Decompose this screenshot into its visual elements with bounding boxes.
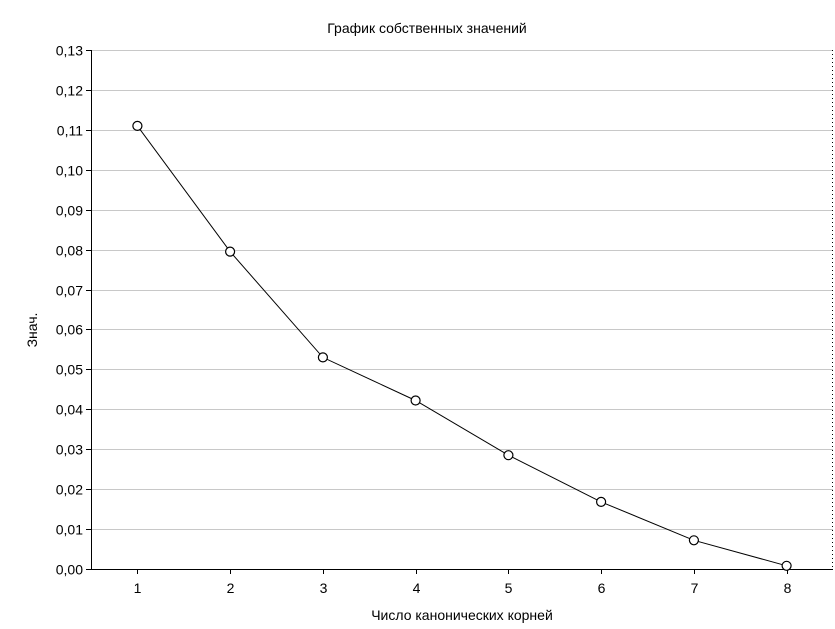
x-tick-label: 6 xyxy=(598,580,606,596)
data-point xyxy=(410,395,421,406)
y-tick-label: 0,03 xyxy=(56,442,83,458)
y-tick-label: 0,02 xyxy=(56,482,83,498)
y-tick-label: 0,12 xyxy=(56,83,83,99)
data-point xyxy=(503,450,514,461)
y-axis-title: Знач. xyxy=(24,313,40,348)
x-tick-label: 2 xyxy=(227,580,235,596)
y-tick-label: 0,08 xyxy=(56,243,83,259)
y-tick-labels: 0,00 0,01 0,02 0,03 0,04 0,05 0,06 0,07 0,08 0,09… xyxy=(56,43,83,578)
series-layer xyxy=(132,120,792,571)
y-tick-label: 0,10 xyxy=(56,163,83,179)
x-tick-label: 7 xyxy=(691,580,699,596)
x-axis-title: Число канонических корней xyxy=(371,607,553,623)
grid-lines xyxy=(91,50,833,530)
y-tick-label: 0,06 xyxy=(56,322,83,338)
y-tick-label: 0,04 xyxy=(56,402,83,418)
data-point xyxy=(132,120,143,132)
y-tick-label: 0,05 xyxy=(56,362,83,378)
chart-title: График собственных значений xyxy=(327,20,527,36)
y-tick-label: 0,01 xyxy=(56,522,83,538)
y-tick-label: 0,13 xyxy=(56,43,83,59)
y-tick-label: 0,00 xyxy=(56,562,83,578)
x-tick-label: 1 xyxy=(134,580,142,596)
data-point xyxy=(781,560,792,571)
x-tick-labels: 1 2 3 4 5 6 7 8 xyxy=(134,580,792,596)
y-tick-label: 0,09 xyxy=(56,203,83,219)
data-point xyxy=(317,352,328,363)
x-tick-label: 8 xyxy=(784,580,792,596)
y-tick-label: 0,07 xyxy=(56,283,83,299)
data-point xyxy=(595,496,607,507)
x-tick-label: 5 xyxy=(505,580,513,596)
axes xyxy=(86,50,833,574)
series-line xyxy=(136,125,787,567)
y-tick-label: 0,11 xyxy=(57,123,83,139)
data-point xyxy=(225,246,236,257)
x-tick-label: 3 xyxy=(320,580,328,596)
x-tick-label: 4 xyxy=(413,580,421,596)
data-point xyxy=(688,535,700,546)
